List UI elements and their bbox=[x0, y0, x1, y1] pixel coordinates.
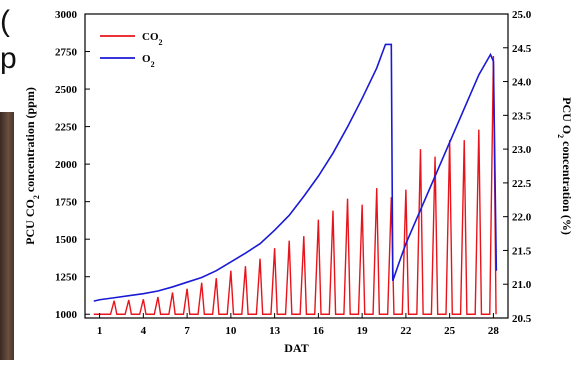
background-slide: ( p bbox=[0, 0, 62, 365]
background-glyph-2: p bbox=[0, 42, 17, 75]
x-tick-label: 16 bbox=[313, 325, 325, 337]
o2-series-line bbox=[93, 43, 498, 302]
y-left-tick-label: 2500 bbox=[55, 84, 78, 96]
y-right-tick-label: 21.5 bbox=[512, 245, 532, 257]
y-right-tick-label: 20.5 bbox=[512, 313, 532, 325]
x-tick-label: 13 bbox=[269, 325, 281, 337]
y-left-tick-label: 1000 bbox=[55, 309, 78, 321]
y-right-tick-label: 24.5 bbox=[512, 43, 532, 55]
x-tick-label: 19 bbox=[357, 325, 369, 337]
x-tick-label: 22 bbox=[400, 325, 412, 337]
background-photo bbox=[0, 112, 14, 360]
legend-label-co: CO2 bbox=[142, 31, 163, 47]
y-left-tick-label: 2750 bbox=[55, 47, 78, 59]
y-right-tick-label: 25.0 bbox=[512, 9, 532, 21]
x-tick-label: 7 bbox=[184, 325, 190, 337]
y-right-tick-label: 22.5 bbox=[512, 178, 532, 190]
y-right-tick-label: 23.0 bbox=[512, 144, 532, 156]
y-right-tick-label: 23.5 bbox=[512, 110, 532, 122]
x-tick-label: 10 bbox=[225, 325, 237, 337]
y-left-tick-label: 2000 bbox=[55, 159, 78, 171]
y-left-tick-label: 1750 bbox=[55, 197, 78, 209]
y-right-axis-label: PCU O2 concentration (%) bbox=[557, 97, 575, 235]
y-right-tick-label: 21.0 bbox=[512, 279, 532, 291]
y-right-tick-label: 22.0 bbox=[512, 212, 532, 224]
x-axis-label: DAT bbox=[284, 341, 308, 355]
x-tick-label: 25 bbox=[444, 325, 456, 337]
plot-frame bbox=[84, 13, 509, 319]
y-left-axis-label: PCU CO2 concentration (ppm) bbox=[23, 87, 41, 245]
co2-series-line bbox=[93, 56, 497, 315]
background-glyph-1: ( bbox=[0, 5, 10, 38]
y-right-tick-label: 24.0 bbox=[512, 77, 532, 89]
y-left-tick-label: 1250 bbox=[55, 272, 78, 284]
y-left-tick-label: 1500 bbox=[55, 234, 78, 246]
x-tick-label: 28 bbox=[488, 325, 500, 337]
x-tick-label: 4 bbox=[141, 325, 147, 337]
y-left-tick-label: 3000 bbox=[55, 9, 78, 21]
y-left-tick-label: 2250 bbox=[55, 122, 78, 134]
legend-label-o: O2 bbox=[142, 53, 155, 69]
x-tick-label: 1 bbox=[97, 325, 103, 337]
